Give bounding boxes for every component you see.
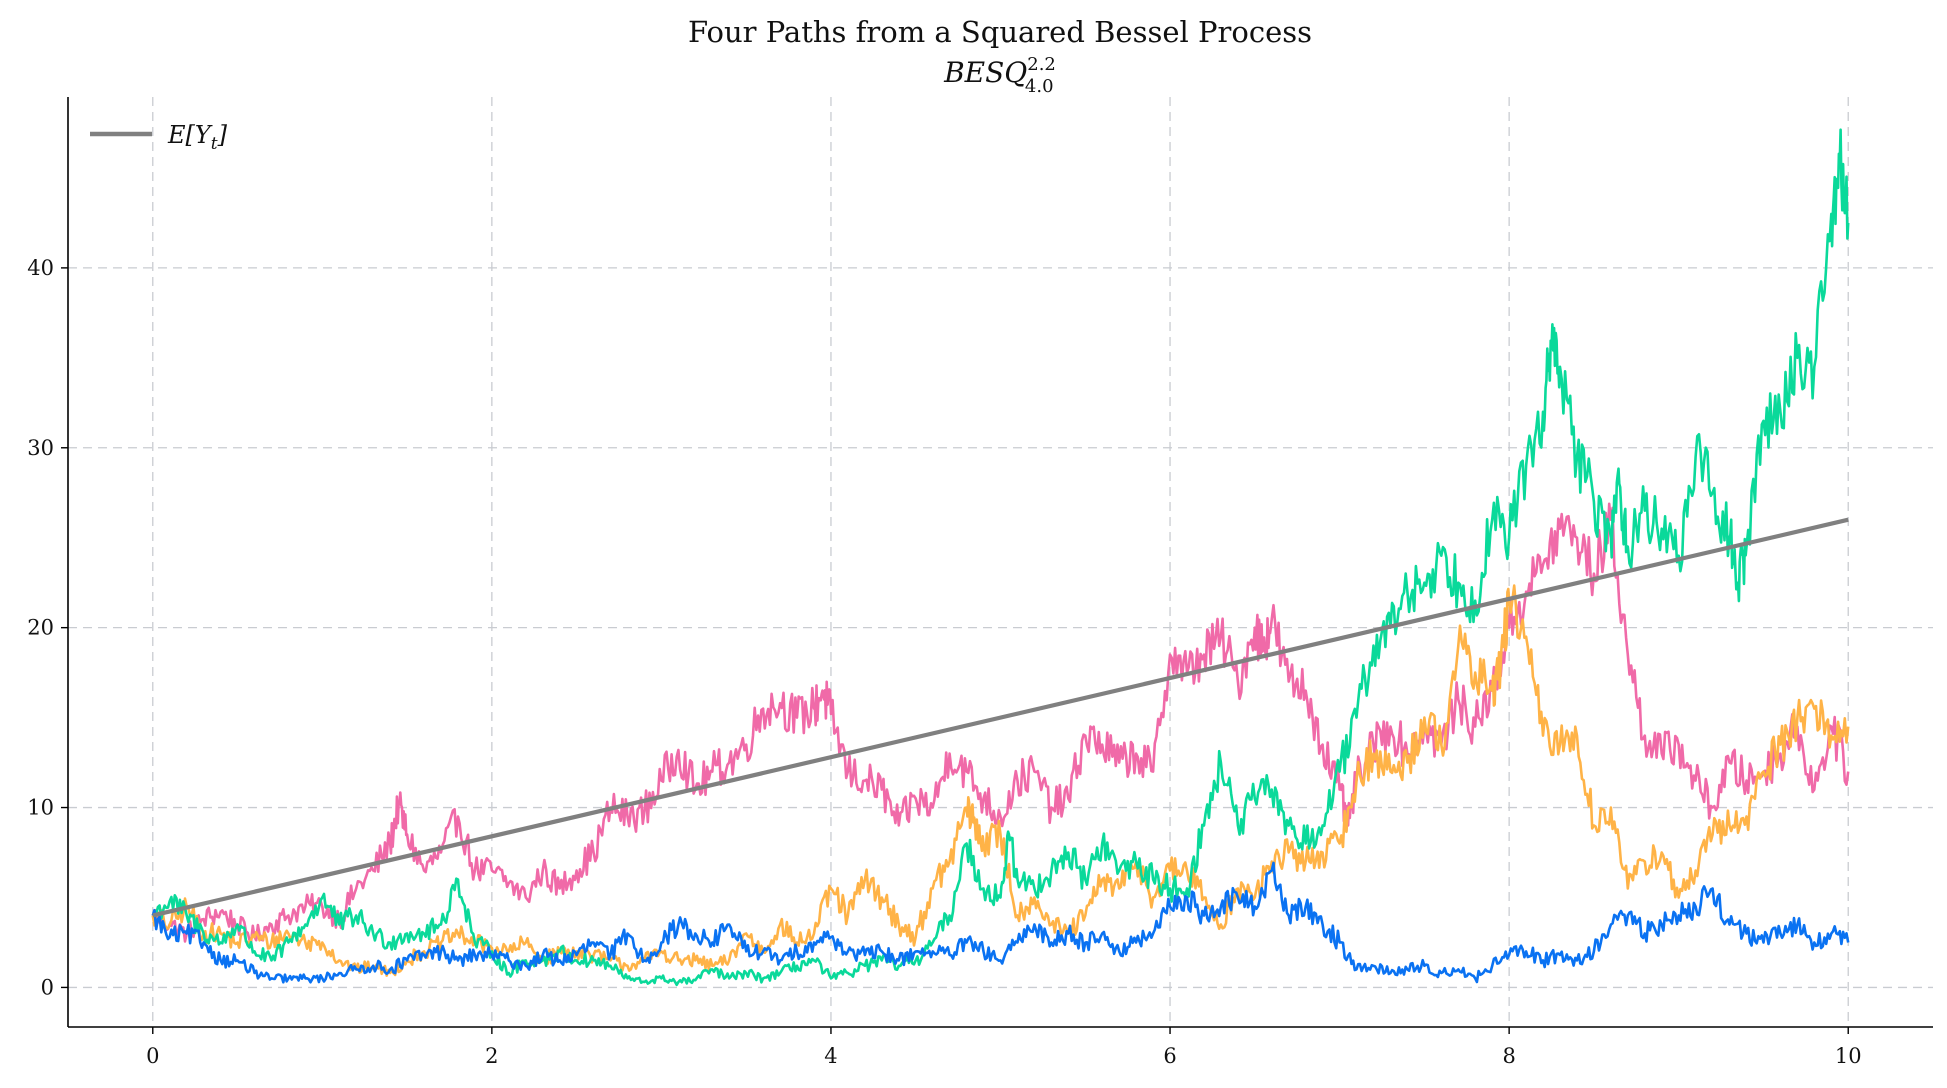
grid [68, 97, 1933, 1027]
x-tick-label: 10 [1835, 1044, 1862, 1068]
series-path-pink [151, 502, 1850, 944]
expectation-line [152, 517, 1849, 918]
y-tick-label: 0 [41, 975, 54, 999]
subtitle-sup: 2.2 [1027, 54, 1056, 75]
legend-label-expectation: E[Yt] [167, 121, 228, 154]
legend-label-main: E[Y [167, 121, 213, 149]
x-tick-label: 0 [146, 1044, 159, 1068]
y-tick-label: 10 [27, 796, 54, 820]
legend: E[Yt] [90, 121, 228, 154]
y-tick-label: 20 [27, 616, 54, 640]
chart-title: Four Paths from a Squared Bessel Process [688, 15, 1312, 49]
x-tick-label: 2 [485, 1044, 498, 1068]
x-tick-label: 8 [1502, 1044, 1515, 1068]
x-tick-label: 6 [1163, 1044, 1176, 1068]
chart-subtitle: BESQ2.2 4.0 [943, 54, 1056, 97]
legend-label-sub: t [211, 134, 218, 154]
legend-label-end: ] [217, 121, 228, 149]
ticks: 0 2 4 6 8 10 0 10 20 30 40 [27, 256, 1861, 1068]
series-path-teal [152, 128, 1850, 987]
subtitle-main: BESQ [943, 56, 1027, 89]
series-layer [151, 128, 1850, 987]
y-tick-label: 40 [27, 256, 54, 280]
axes [67, 97, 1933, 1028]
y-tick-label: 30 [27, 436, 54, 460]
series-path-orange [151, 584, 1850, 977]
subtitle-sub: 4.0 [1025, 76, 1054, 97]
series-path-blue [151, 861, 1850, 984]
x-tick-label: 4 [824, 1044, 837, 1068]
